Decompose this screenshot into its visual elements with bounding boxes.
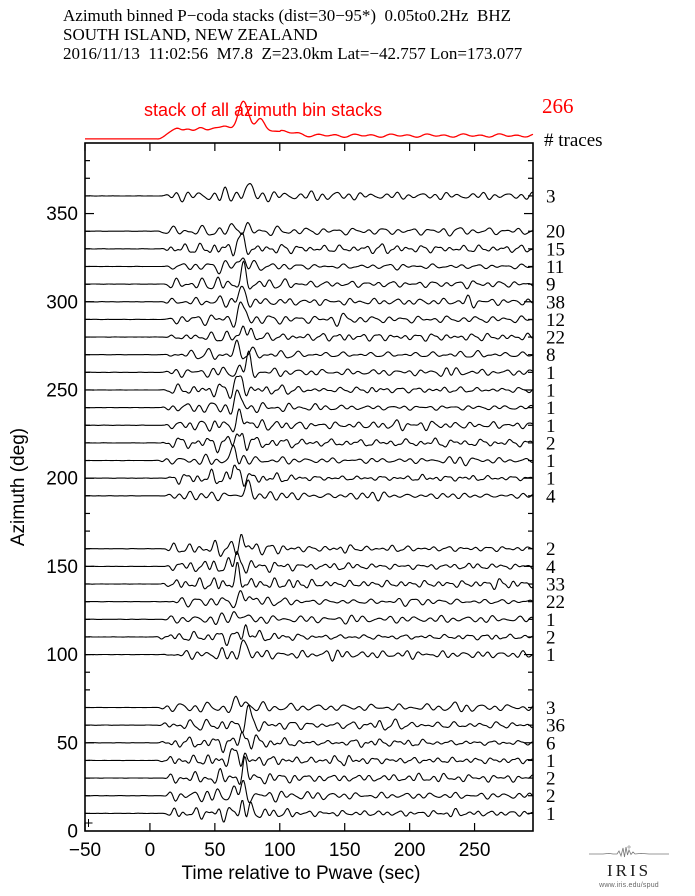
trace-count-az100: 1: [546, 645, 556, 666]
origin-plus-marker: [84, 819, 93, 827]
seismogram-trace-az340: [85, 221, 534, 237]
trace-count-az70: 3: [546, 698, 556, 719]
seismogram-trace-az40: [84, 747, 534, 768]
trace-count-az120: 1: [546, 610, 556, 631]
seismogram-trace-az320: [84, 257, 534, 275]
logo-seismogram-icon: [589, 845, 669, 858]
trace-count-az20: 2: [546, 786, 556, 807]
seismogram-trace-az130: [85, 590, 534, 609]
x-tick-label: −50: [69, 840, 101, 861]
y-tick-label: 350: [46, 204, 78, 225]
trace-count-az280: 22: [546, 328, 565, 349]
y-tick-label: 0: [67, 822, 78, 843]
seismogram-trace-az140: [84, 562, 534, 591]
trace-count-az240: 1: [546, 398, 556, 419]
y-axis-title: Azimuth (deg): [8, 428, 29, 546]
seismogram-trace-az200: [85, 464, 534, 487]
seismogram-trace-az250: [85, 375, 534, 400]
seismogram-trace-az10: [84, 799, 533, 823]
stack-trace-label: stack of all azimuth bin stacks: [144, 100, 383, 120]
x-tick-label: 150: [329, 840, 361, 861]
seismogram-trace-az120: [84, 611, 534, 626]
trace-count-az130: 22: [546, 592, 565, 613]
trace-count-az230: 1: [546, 416, 556, 437]
seismogram-trace-az220: [84, 432, 534, 454]
x-tick-label: 100: [264, 840, 296, 861]
y-tick-label: 300: [46, 292, 78, 313]
seismogram-trace-az20: [85, 779, 534, 804]
seismogram-trace-az160: [85, 533, 534, 557]
seismogram-trace-az280: [85, 325, 534, 342]
seismogram-trace-az190: [85, 479, 534, 502]
plot-frame: [84, 142, 534, 832]
y-tick-label: 100: [46, 645, 78, 666]
trace-count-az310: 9: [546, 275, 556, 296]
seismogram-trace-az310: [85, 260, 534, 290]
x-tick-label: 200: [394, 840, 426, 861]
x-tick-label: 50: [204, 840, 225, 861]
iris-logo: IRIS www.iris.edu/spud: [583, 845, 675, 889]
seismogram-trace-az300: [85, 285, 534, 309]
iris-logo-url: www.iris.edu/spud: [599, 882, 659, 889]
trace-count-az40: 1: [546, 751, 556, 772]
trace-count-az10: 1: [546, 804, 556, 825]
trace-count-az110: 2: [546, 627, 556, 648]
seismogram-trace-az270: [85, 339, 534, 360]
trace-count-az360: 3: [546, 186, 556, 207]
stack-of-stacks-trace: [85, 100, 534, 140]
trace-count-az190: 4: [546, 486, 556, 507]
trace-count-az200: 1: [546, 469, 556, 490]
seismogram-trace-az70: [85, 695, 534, 714]
seismogram-trace-az290: [84, 301, 534, 328]
trace-count-az210: 1: [546, 451, 556, 472]
stack-total-count: 266: [542, 94, 574, 118]
trace-count-az290: 12: [546, 310, 565, 331]
trace-count-az270: 8: [546, 345, 556, 366]
seismogram-trace-az210: [84, 444, 533, 467]
trace-count-az330: 15: [546, 239, 565, 260]
seismogram-trace-az50: [85, 731, 533, 754]
x-tick-label: 0: [145, 840, 156, 861]
seismogram-trace-az240: [84, 389, 534, 415]
y-tick-label: 50: [57, 733, 78, 754]
seismogram-trace-az150: [85, 550, 534, 574]
trace-count-az140: 33: [546, 575, 565, 596]
trace-count-az300: 38: [546, 292, 565, 313]
seismogram-trace-az260: [84, 350, 534, 378]
trace-count-az250: 1: [546, 380, 556, 401]
x-tick-label: 250: [459, 840, 491, 861]
seismogram-trace-az330: [85, 232, 534, 257]
trace-count-az50: 6: [546, 733, 556, 754]
trace-count-az30: 2: [546, 769, 556, 790]
trace-count-az320: 11: [546, 257, 564, 278]
trace-count-az260: 1: [546, 363, 556, 384]
iris-logo-text: IRIS: [606, 861, 652, 880]
plot-title-line2: SOUTH ISLAND, NEW ZEALAND: [63, 25, 318, 44]
trace-count-column-heading: # traces: [544, 130, 603, 151]
trace-count-az60: 36: [546, 716, 565, 737]
y-tick-label: 200: [46, 469, 78, 490]
seismogram-trace-az110: [84, 624, 534, 646]
trace-count-az220: 2: [546, 433, 556, 454]
y-tick-label: 250: [46, 380, 78, 401]
seismogram-trace-az360: [85, 183, 534, 203]
plot-title-line3: 2016/11/13 11:02:56 M7.8 Z=23.0km Lat=−4…: [63, 44, 523, 63]
seismogram-trace-az230: [85, 408, 534, 433]
seismogram-trace-az60: [84, 704, 534, 734]
y-tick-label: 150: [46, 557, 78, 578]
plot-title-line1: Azimuth binned P−coda stacks (dist=30−95…: [63, 6, 512, 25]
seismogram-trace-az100: [84, 639, 534, 662]
seismogram-trace-az30: [84, 755, 534, 786]
trace-count-az160: 2: [546, 539, 556, 560]
trace-count-az340: 20: [546, 222, 565, 243]
trace-count-az150: 4: [546, 557, 556, 578]
x-axis-title: Time relative to Pwave (sec): [182, 863, 421, 884]
